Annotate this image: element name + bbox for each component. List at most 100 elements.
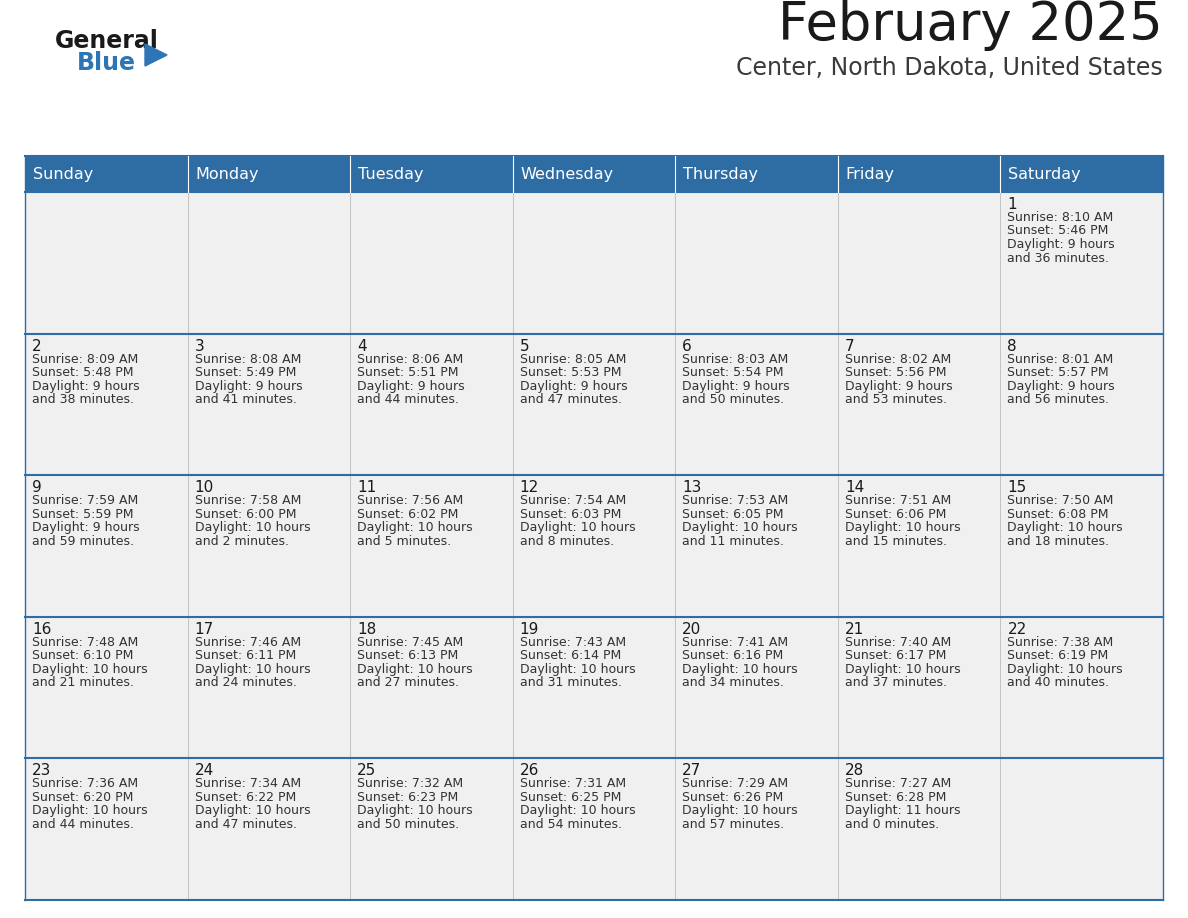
Text: Sunset: 6:28 PM: Sunset: 6:28 PM [845, 791, 946, 804]
Text: 2: 2 [32, 339, 42, 353]
Text: Daylight: 10 hours: Daylight: 10 hours [845, 521, 960, 534]
Text: Daylight: 10 hours: Daylight: 10 hours [519, 804, 636, 817]
Text: and 44 minutes.: and 44 minutes. [358, 393, 459, 406]
Text: Sunrise: 7:34 AM: Sunrise: 7:34 AM [195, 778, 301, 790]
Text: 28: 28 [845, 764, 864, 778]
Bar [1000, 333, 1163, 476]
Bar [350, 617, 513, 758]
Bar [350, 156, 513, 192]
Text: Daylight: 10 hours: Daylight: 10 hours [1007, 663, 1123, 676]
Polygon shape [145, 44, 168, 66]
Text: Daylight: 9 hours: Daylight: 9 hours [1007, 380, 1116, 393]
Text: and 34 minutes.: and 34 minutes. [682, 677, 784, 689]
Text: 15: 15 [1007, 480, 1026, 495]
Text: and 41 minutes.: and 41 minutes. [195, 393, 297, 406]
Text: Tuesday: Tuesday [358, 166, 424, 182]
Text: Center, North Dakota, United States: Center, North Dakota, United States [737, 56, 1163, 80]
Bar [350, 192, 513, 333]
Text: Sunrise: 7:54 AM: Sunrise: 7:54 AM [519, 494, 626, 508]
Bar [188, 476, 350, 617]
Bar [188, 156, 350, 192]
Text: Sunset: 6:00 PM: Sunset: 6:00 PM [195, 508, 296, 521]
Text: and 2 minutes.: and 2 minutes. [195, 534, 289, 548]
Text: Daylight: 10 hours: Daylight: 10 hours [195, 663, 310, 676]
Text: Daylight: 9 hours: Daylight: 9 hours [32, 521, 140, 534]
Text: 22: 22 [1007, 621, 1026, 637]
Text: and 37 minutes.: and 37 minutes. [845, 677, 947, 689]
Bar [188, 333, 350, 476]
Text: Blue: Blue [77, 51, 135, 75]
Text: 16: 16 [32, 621, 51, 637]
Text: Sunset: 6:02 PM: Sunset: 6:02 PM [358, 508, 459, 521]
Text: and 27 minutes.: and 27 minutes. [358, 677, 459, 689]
Bar [25, 156, 188, 192]
Text: Sunset: 6:05 PM: Sunset: 6:05 PM [682, 508, 784, 521]
Bar [1000, 758, 1163, 900]
Text: and 21 minutes.: and 21 minutes. [32, 677, 134, 689]
Text: Sunset: 6:08 PM: Sunset: 6:08 PM [1007, 508, 1108, 521]
Text: Sunset: 6:10 PM: Sunset: 6:10 PM [32, 649, 133, 662]
Text: Monday: Monday [196, 166, 259, 182]
Text: 20: 20 [682, 621, 702, 637]
Bar [350, 758, 513, 900]
Text: and 57 minutes.: and 57 minutes. [682, 818, 784, 831]
Text: Sunrise: 7:31 AM: Sunrise: 7:31 AM [519, 778, 626, 790]
Text: Sunset: 6:06 PM: Sunset: 6:06 PM [845, 508, 946, 521]
Text: Sunrise: 7:29 AM: Sunrise: 7:29 AM [682, 778, 789, 790]
Text: Sunrise: 7:43 AM: Sunrise: 7:43 AM [519, 636, 626, 649]
Bar [25, 617, 188, 758]
Text: Sunset: 6:22 PM: Sunset: 6:22 PM [195, 791, 296, 804]
Text: Sunset: 5:48 PM: Sunset: 5:48 PM [32, 366, 133, 379]
Text: Daylight: 9 hours: Daylight: 9 hours [845, 380, 953, 393]
Text: and 0 minutes.: and 0 minutes. [845, 818, 939, 831]
Text: Sunset: 6:13 PM: Sunset: 6:13 PM [358, 649, 459, 662]
Bar [188, 758, 350, 900]
Text: Daylight: 10 hours: Daylight: 10 hours [195, 521, 310, 534]
Bar [513, 156, 675, 192]
Text: Daylight: 10 hours: Daylight: 10 hours [358, 663, 473, 676]
Text: and 50 minutes.: and 50 minutes. [358, 818, 460, 831]
Bar [838, 192, 1000, 333]
Text: Sunrise: 7:50 AM: Sunrise: 7:50 AM [1007, 494, 1114, 508]
Text: Sunset: 6:11 PM: Sunset: 6:11 PM [195, 649, 296, 662]
Bar [838, 476, 1000, 617]
Text: 18: 18 [358, 621, 377, 637]
Text: and 40 minutes.: and 40 minutes. [1007, 677, 1110, 689]
Text: Daylight: 11 hours: Daylight: 11 hours [845, 804, 960, 817]
Text: Sunrise: 7:48 AM: Sunrise: 7:48 AM [32, 636, 138, 649]
Text: Sunrise: 7:56 AM: Sunrise: 7:56 AM [358, 494, 463, 508]
Bar [838, 758, 1000, 900]
Bar [675, 617, 838, 758]
Text: 6: 6 [682, 339, 693, 353]
Bar [188, 617, 350, 758]
Text: Sunrise: 7:59 AM: Sunrise: 7:59 AM [32, 494, 138, 508]
Text: 19: 19 [519, 621, 539, 637]
Text: Daylight: 9 hours: Daylight: 9 hours [358, 380, 465, 393]
Text: Sunrise: 8:08 AM: Sunrise: 8:08 AM [195, 353, 301, 365]
Text: Sunset: 5:54 PM: Sunset: 5:54 PM [682, 366, 784, 379]
Bar [675, 758, 838, 900]
Text: and 44 minutes.: and 44 minutes. [32, 818, 134, 831]
Text: Daylight: 10 hours: Daylight: 10 hours [845, 663, 960, 676]
Text: Daylight: 9 hours: Daylight: 9 hours [519, 380, 627, 393]
Bar [513, 476, 675, 617]
Text: and 59 minutes.: and 59 minutes. [32, 534, 134, 548]
Text: Sunrise: 7:53 AM: Sunrise: 7:53 AM [682, 494, 789, 508]
Text: Wednesday: Wednesday [520, 166, 614, 182]
Text: 26: 26 [519, 764, 539, 778]
Text: and 47 minutes.: and 47 minutes. [519, 393, 621, 406]
Text: Sunday: Sunday [33, 166, 93, 182]
Text: 13: 13 [682, 480, 702, 495]
Text: 21: 21 [845, 621, 864, 637]
Text: 17: 17 [195, 621, 214, 637]
Text: Sunset: 5:59 PM: Sunset: 5:59 PM [32, 508, 133, 521]
Text: Daylight: 10 hours: Daylight: 10 hours [358, 521, 473, 534]
Text: Daylight: 9 hours: Daylight: 9 hours [1007, 238, 1116, 251]
Text: Sunrise: 8:10 AM: Sunrise: 8:10 AM [1007, 211, 1113, 224]
Bar [25, 333, 188, 476]
Text: and 36 minutes.: and 36 minutes. [1007, 252, 1110, 264]
Text: Thursday: Thursday [683, 166, 758, 182]
Text: 7: 7 [845, 339, 854, 353]
Text: Daylight: 10 hours: Daylight: 10 hours [682, 663, 798, 676]
Text: Sunset: 6:25 PM: Sunset: 6:25 PM [519, 791, 621, 804]
